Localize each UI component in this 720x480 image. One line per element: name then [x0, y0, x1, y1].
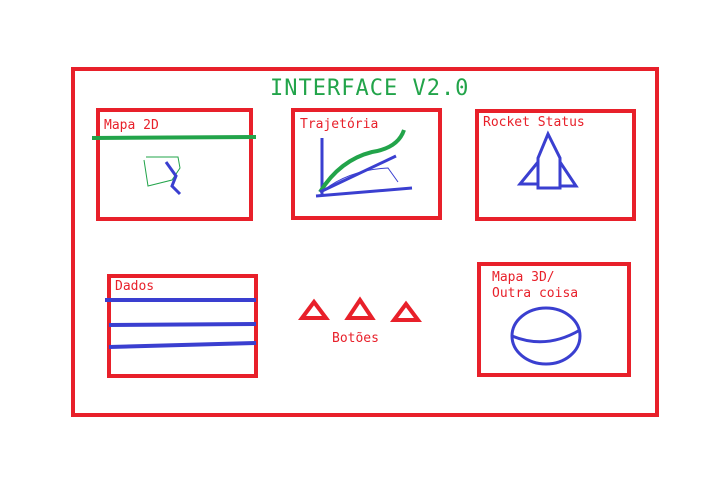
button-triangle-2[interactable]: [344, 296, 376, 322]
panel-map-2d[interactable]: [96, 108, 253, 221]
button-triangle-1[interactable]: [298, 298, 330, 322]
panel-map-3d-label-line1: Mapa 3D/: [492, 270, 555, 285]
button-triangle-3[interactable]: [390, 300, 422, 324]
panel-trajectory[interactable]: [291, 108, 442, 220]
buttons-label: Botões: [332, 331, 379, 346]
panel-map-3d[interactable]: [477, 262, 631, 377]
panel-map-2d-label: Mapa 2D: [104, 118, 159, 133]
main-frame: [71, 67, 659, 417]
panel-rocket-status-label: Rocket Status: [483, 115, 585, 130]
panel-map-3d-label-line2: Outra coisa: [492, 286, 579, 301]
panel-trajectory-label: Trajetória: [300, 117, 379, 132]
page-title: INTERFACE V2.0: [270, 76, 470, 101]
panel-data-label: Dados: [115, 279, 155, 294]
panel-rocket-status[interactable]: [475, 109, 636, 221]
